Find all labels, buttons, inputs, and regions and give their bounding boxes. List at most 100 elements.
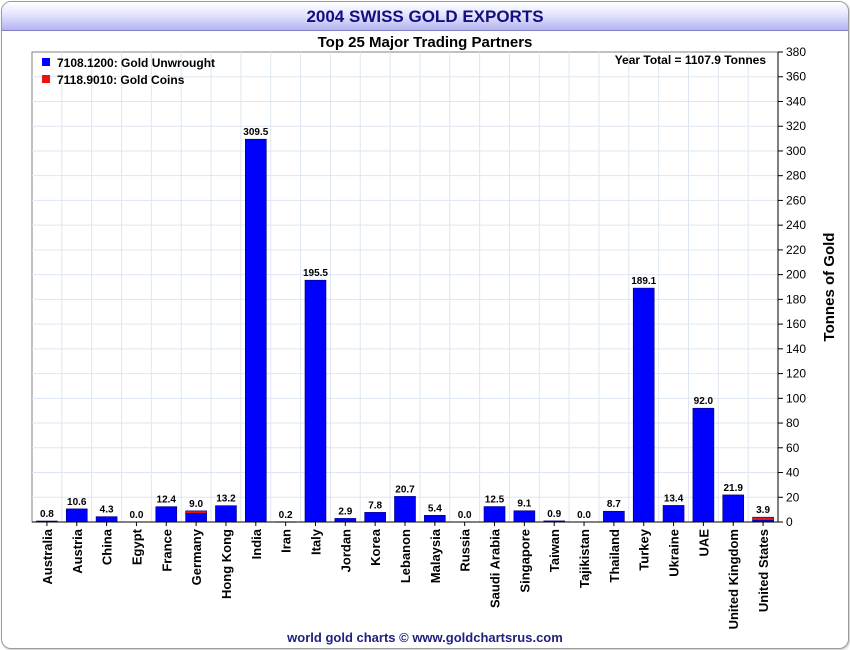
- bar-unwrought: [95, 516, 118, 523]
- x-tick-label: Malaysia: [428, 528, 443, 583]
- bar-value-label: 2.9: [338, 506, 352, 517]
- bar-value-label: 0.0: [129, 510, 143, 521]
- y-tick-label: 0: [786, 515, 793, 529]
- bar-value-label: 21.9: [724, 483, 744, 494]
- x-tick-label: Egypt: [129, 528, 144, 565]
- x-tick-label: Ukraine: [667, 529, 682, 577]
- bar-value-label: 20.7: [395, 484, 415, 495]
- x-tick-label: China: [100, 528, 115, 565]
- bar-value-label: 0.9: [547, 509, 561, 520]
- bar-unwrought: [334, 518, 357, 523]
- bar-unwrought: [722, 494, 745, 523]
- bar-unwrought: [155, 506, 178, 523]
- legend-label-coins: 7118.9010: Gold Coins: [57, 73, 185, 87]
- y-tick-label: 360: [786, 70, 806, 84]
- bar-value-label: 8.7: [607, 499, 621, 510]
- bar-value-label: 13.2: [216, 494, 236, 505]
- bar-unwrought: [394, 496, 416, 523]
- x-tick-label: Lebanon: [398, 529, 413, 583]
- y-tick-label: 340: [786, 94, 806, 108]
- bar-value-label: 0.0: [458, 510, 472, 521]
- bar-unwrought: [65, 508, 88, 523]
- bar-coins: [752, 516, 774, 521]
- x-tick-label: UAE: [696, 529, 711, 557]
- page-title: 2004 SWISS GOLD EXPORTS: [306, 7, 544, 26]
- y-tick-label: 300: [786, 144, 806, 158]
- bar-value-label: 5.4: [428, 503, 442, 514]
- legend-swatch-unwrought: [42, 58, 50, 66]
- footer-credit: world gold charts © www.goldchartsrus.co…: [287, 630, 563, 645]
- y-tick-label: 240: [786, 218, 806, 232]
- bar-value-label: 0.2: [279, 510, 293, 521]
- x-tick-label: United Kingdom: [726, 529, 741, 629]
- y-tick-label: 160: [786, 317, 806, 331]
- y-tick-label: 60: [786, 441, 800, 455]
- y-tick-label: 80: [786, 416, 800, 430]
- bar-value-label: 9.0: [189, 499, 203, 510]
- bar-value-label: 309.5: [243, 127, 268, 138]
- bar-unwrought: [692, 407, 715, 523]
- bar-unwrought: [424, 515, 446, 523]
- y-axis-ticks: 0 20 40 60 80 100 120 140 160 180 200 220 240 260 280 3…: [778, 45, 806, 529]
- bar-unwrought: [632, 287, 655, 523]
- bar-coins: [185, 510, 207, 514]
- x-tick-label: Hong Kong: [219, 529, 234, 599]
- y-tick-label: 120: [786, 367, 806, 381]
- y-tick-label: 320: [786, 119, 806, 133]
- year-total-annotation: Year Total = 1107.9 Tonnes: [615, 53, 767, 67]
- x-tick-label: France: [159, 529, 174, 572]
- x-tick-label: Thailand: [607, 529, 622, 583]
- bar-unwrought: [185, 513, 207, 523]
- legend-label-unwrought: 7108.1200: Gold Unwrought: [57, 56, 215, 70]
- x-tick-label: Australia: [40, 528, 55, 584]
- x-tick-label: Germany: [189, 528, 204, 585]
- chart-subtitle: Top 25 Major Trading Partners: [318, 34, 533, 51]
- bar-value-label: 195.5: [303, 268, 328, 279]
- x-tick-label: Turkey: [637, 528, 652, 570]
- bar-value-label: 0.0: [577, 510, 591, 521]
- bar-value-label: 92.0: [694, 396, 714, 407]
- y-tick-label: 20: [786, 490, 800, 504]
- bar-value-label: 4.3: [100, 505, 114, 516]
- bar-value-label: 10.6: [67, 497, 87, 508]
- x-tick-label: Austria: [70, 528, 85, 574]
- x-tick-label: Jordan: [338, 529, 353, 572]
- x-tick-label: United States: [756, 529, 771, 612]
- bar-unwrought: [304, 279, 327, 523]
- x-tick-label: Singapore: [517, 529, 532, 593]
- y-tick-label: 180: [786, 292, 806, 306]
- bar-unwrought: [483, 506, 506, 523]
- legend: 7108.1200: Gold Unwrought 7118.9010: Gol…: [42, 56, 215, 87]
- bar-unwrought: [364, 512, 386, 523]
- bar-value-label: 13.4: [664, 493, 684, 504]
- y-tick-label: 100: [786, 391, 806, 405]
- x-tick-label: Taiwan: [547, 529, 562, 572]
- y-tick-label: 280: [786, 169, 806, 183]
- bar-value-label: 12.4: [157, 495, 177, 506]
- bar-value-label: 7.8: [368, 500, 382, 511]
- bar-value-label: 0.8: [40, 509, 54, 520]
- x-tick-label: Russia: [458, 528, 473, 571]
- y-tick-label: 220: [786, 243, 806, 257]
- bar-unwrought: [513, 510, 536, 523]
- bar-unwrought: [245, 138, 267, 523]
- x-axis-ticks: Australia Austria China Egypt France Germany H…: [40, 522, 771, 629]
- y-axis-label: Tonnes of Gold: [821, 233, 838, 342]
- legend-swatch-coins: [42, 75, 50, 83]
- x-tick-label: Tajikistan: [577, 529, 592, 588]
- x-tick-label: Saudi Arabia: [488, 528, 503, 608]
- bar-unwrought: [215, 505, 237, 523]
- bar-series: 0.8 10.6 4.3 0.0 12.4 9.0 13.2 309.5 0.2 195.5 2.9…: [36, 127, 774, 523]
- plot-area: [31, 51, 779, 523]
- y-tick-label: 140: [786, 342, 806, 356]
- y-tick-label: 40: [786, 466, 800, 480]
- bar-value-label: 189.1: [631, 276, 656, 287]
- y-tick-label: 260: [786, 193, 806, 207]
- x-tick-label: Iran: [279, 529, 294, 553]
- x-tick-label: Italy: [308, 528, 323, 555]
- x-tick-label: Korea: [368, 528, 383, 566]
- x-tick-label: India: [249, 528, 264, 559]
- title-bar: 2004 SWISS GOLD EXPORTS: [2, 2, 848, 31]
